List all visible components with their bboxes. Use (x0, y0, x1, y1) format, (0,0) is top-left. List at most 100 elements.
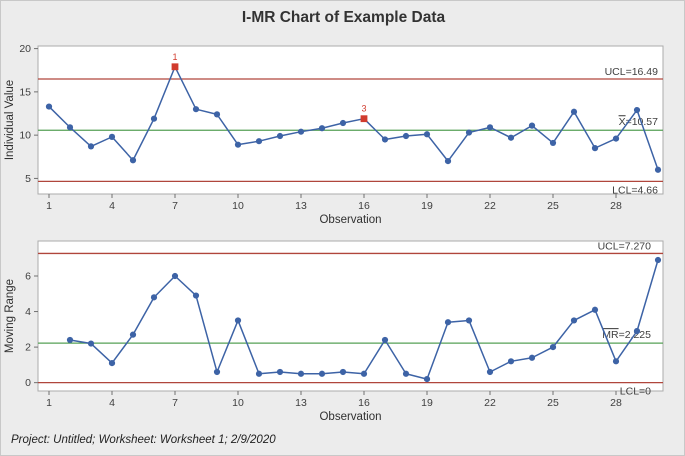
y-tick-label: 0 (25, 377, 31, 389)
data-point (591, 306, 599, 313)
plot-area (37, 45, 664, 195)
data-point (654, 256, 662, 264)
data-point (129, 331, 137, 338)
data-line (48, 66, 659, 171)
data-point (507, 134, 515, 141)
y-tick-label: 2 (25, 342, 31, 354)
data-point (465, 317, 473, 324)
y-tick-label: 4 (25, 306, 31, 318)
data-point (192, 292, 200, 299)
data-point (654, 166, 662, 173)
out-of-control-point (171, 63, 179, 71)
data-point (192, 106, 200, 113)
out-of-control-point (360, 115, 368, 123)
data-point (276, 368, 284, 376)
data-point (486, 368, 494, 376)
x-tick-label: 7 (172, 397, 178, 409)
data-point (507, 358, 515, 365)
data-point (549, 344, 557, 351)
x-tick-label: 13 (295, 200, 307, 212)
x-tick-label: 22 (484, 200, 496, 212)
data-point (108, 359, 116, 367)
data-point (45, 103, 53, 110)
x-tick-label: 10 (232, 397, 244, 409)
x-tick-label: 16 (358, 200, 370, 212)
data-point (255, 138, 263, 145)
x-axis-title: Observation (319, 214, 381, 226)
y-tick-label: 5 (25, 173, 31, 185)
data-point (66, 336, 74, 344)
ucl-line-label: UCL=16.49 (605, 66, 659, 78)
data-point (276, 132, 284, 140)
x-tick-label: 1 (46, 200, 52, 212)
data-point (528, 354, 536, 361)
moving-range-chart: 0 2 4 6 1 4 7 10 13 16 19 22 25 28 Moving Range Observa… (4, 240, 664, 423)
data-point (234, 317, 242, 324)
data-point (318, 370, 326, 377)
data-point (87, 340, 95, 347)
x-tick-label: 19 (421, 397, 433, 409)
data-point (171, 272, 179, 280)
data-point (234, 141, 242, 148)
out-of-control-test-label: 3 (361, 104, 366, 114)
data-point (402, 370, 410, 377)
chart-title: I-MR Chart of Example Data (241, 9, 446, 26)
y-tick-label: 15 (19, 86, 31, 98)
center-line-label: MR=2.225 (602, 329, 651, 341)
y-tick-label: 6 (25, 271, 31, 283)
data-point (213, 111, 221, 118)
lcl-line-label: LCL=0 (620, 386, 651, 398)
data-point (87, 143, 95, 150)
data-point (150, 115, 158, 122)
x-tick-label: 4 (109, 397, 115, 409)
data-point (213, 368, 221, 376)
out-of-control-test-label: 1 (172, 52, 177, 62)
x-tick-label: 13 (295, 397, 307, 409)
data-point (339, 119, 347, 127)
data-point (297, 128, 305, 135)
data-point (423, 375, 431, 383)
x-tick-label: 10 (232, 200, 244, 212)
x-tick-label: 28 (610, 397, 622, 409)
plot-area (37, 240, 664, 392)
data-point (339, 368, 347, 376)
x-tick-label: 28 (610, 200, 622, 212)
data-point (465, 129, 473, 136)
data-point (360, 370, 368, 377)
data-point (255, 370, 263, 377)
x-tick-label: 16 (358, 397, 370, 409)
y-axis-title: Moving Range (4, 279, 16, 353)
x-tick-label: 22 (484, 397, 496, 409)
data-point (381, 336, 389, 344)
ucl-line-label: UCL=7.270 (598, 240, 652, 252)
x-tick-label: 7 (172, 200, 178, 212)
y-tick-label: 20 (19, 43, 31, 55)
data-point (612, 358, 620, 365)
footer-annotation: Project: Untitled; Worksheet: Worksheet … (11, 434, 276, 446)
data-point (612, 135, 620, 142)
data-point (591, 145, 599, 152)
data-point (549, 139, 557, 147)
data-point (381, 136, 389, 143)
x-tick-label: 19 (421, 200, 433, 212)
data-point (150, 294, 158, 301)
x-tick-label: 1 (46, 397, 52, 409)
y-tick-label: 10 (19, 130, 31, 142)
data-point (570, 317, 578, 324)
data-point (444, 158, 452, 165)
data-point (129, 157, 137, 164)
data-point (108, 133, 116, 140)
data-point (66, 124, 74, 131)
data-point (402, 132, 410, 140)
data-point (297, 370, 305, 377)
data-point (318, 125, 326, 132)
data-point (423, 131, 431, 138)
x-tick-label: 25 (547, 200, 559, 212)
data-point (633, 328, 641, 335)
data-point (528, 122, 536, 129)
data-point (486, 124, 494, 131)
data-point (633, 106, 641, 114)
x-tick-label: 25 (547, 397, 559, 409)
